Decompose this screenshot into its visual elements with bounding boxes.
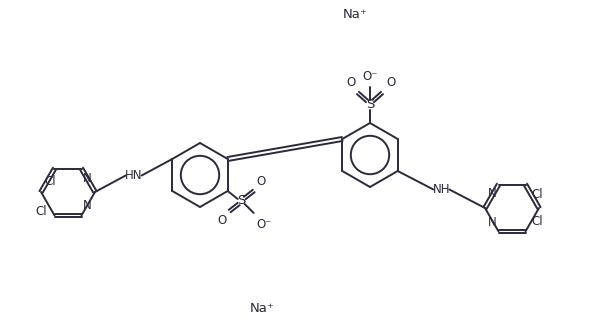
Text: O: O xyxy=(257,175,266,188)
Text: N: N xyxy=(83,172,91,185)
Text: Cl: Cl xyxy=(45,175,56,188)
Text: Na⁺: Na⁺ xyxy=(249,301,274,315)
Text: O⁻: O⁻ xyxy=(362,70,378,83)
Text: Cl: Cl xyxy=(532,215,543,228)
Text: Na⁺: Na⁺ xyxy=(342,9,367,21)
Text: O: O xyxy=(347,76,356,89)
Text: N: N xyxy=(488,187,496,200)
Text: O: O xyxy=(217,214,226,227)
Text: S: S xyxy=(237,194,246,208)
Text: O: O xyxy=(386,76,395,89)
Text: NH: NH xyxy=(432,183,450,196)
Text: Cl: Cl xyxy=(35,205,47,218)
Text: O⁻: O⁻ xyxy=(257,218,272,231)
Text: S: S xyxy=(366,98,374,112)
Text: Cl: Cl xyxy=(532,188,543,201)
Text: HN: HN xyxy=(125,169,143,182)
Text: N: N xyxy=(83,199,91,213)
Text: N: N xyxy=(488,216,496,229)
